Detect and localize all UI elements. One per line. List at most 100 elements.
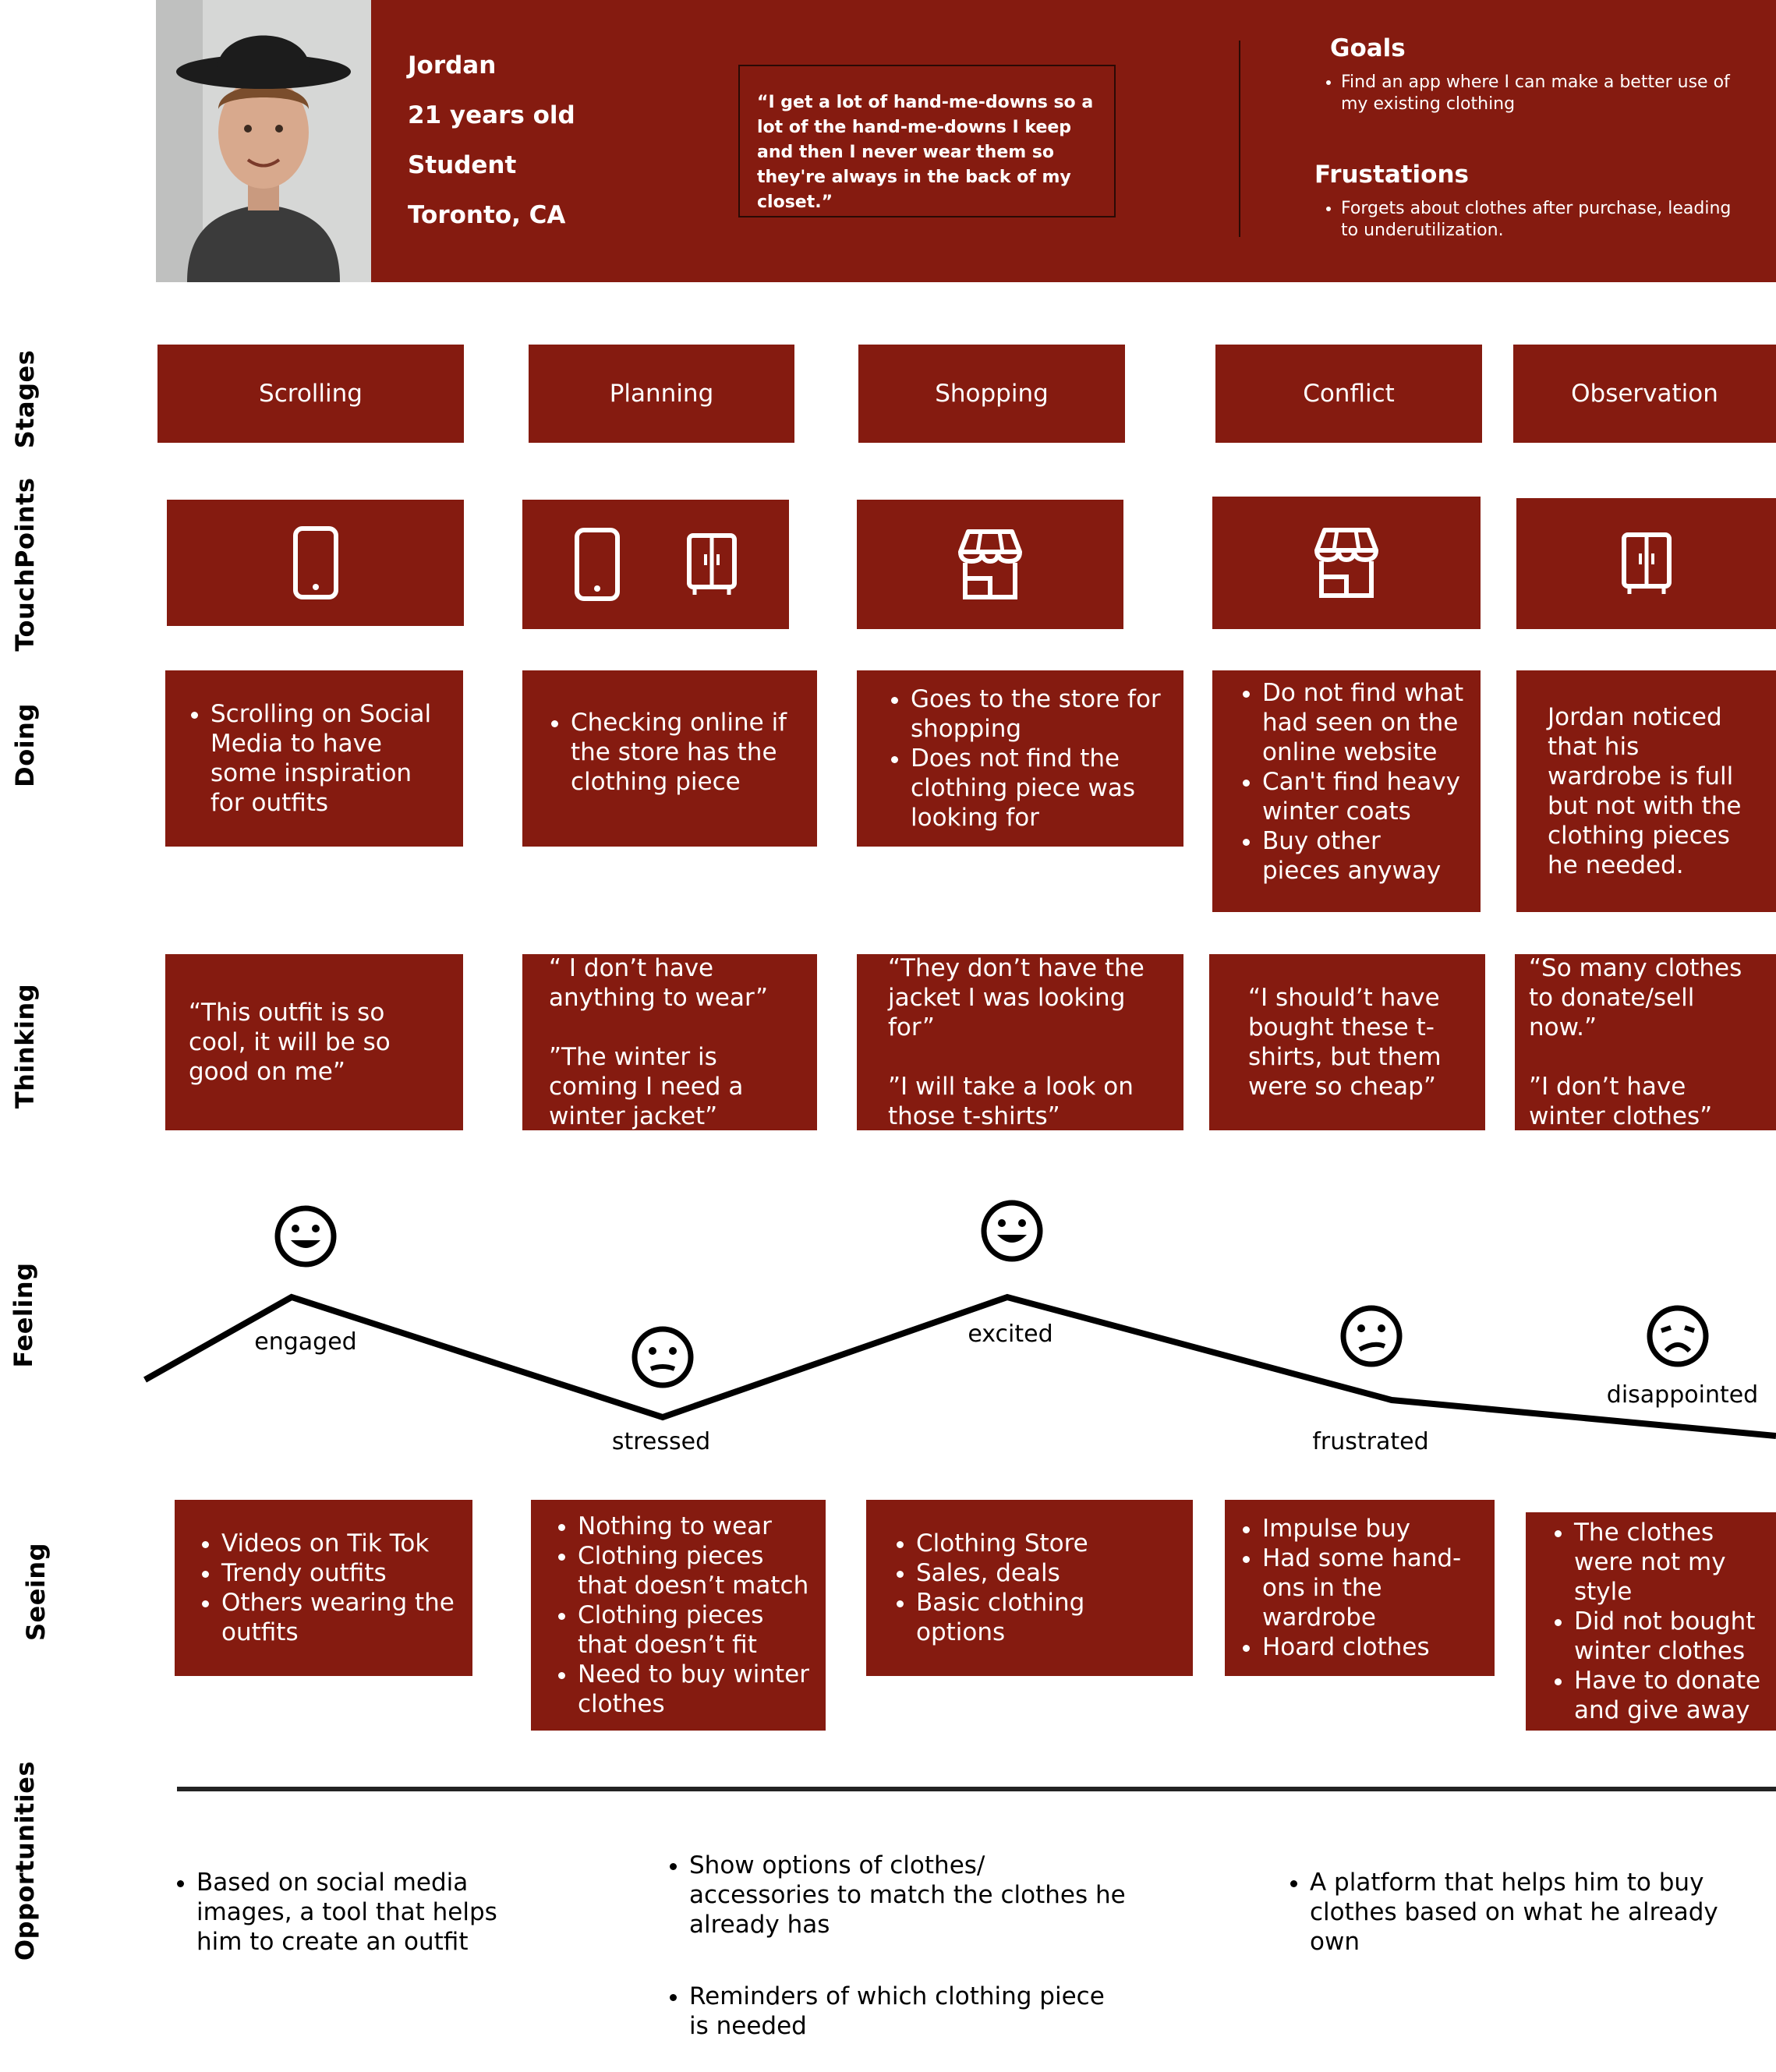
seeing-item: Videos on Tik Tok — [221, 1529, 457, 1558]
feeling-label-stressed: stressed — [611, 1428, 711, 1455]
seeing-observation: The clothes were not my style Did not bo… — [1526, 1512, 1776, 1731]
touchpoint-shopping — [857, 500, 1123, 629]
doing-planning: Checking online if the store has the clo… — [522, 670, 817, 847]
opportunity-col-2: Show options of clothes/ accessories to … — [663, 1851, 1130, 2072]
doing-shopping: Goes to the store for shopping Does not … — [857, 670, 1183, 847]
row-label-feeling: Feeling — [9, 1262, 38, 1368]
opportunity-list: A platform that helps him to buy clothes… — [1283, 1868, 1751, 1957]
touchpoint-observation — [1516, 498, 1776, 629]
doing-item: Checking online if the store has the clo… — [571, 708, 801, 797]
wardrobe-icon — [687, 533, 737, 595]
wardrobe-icon — [1621, 532, 1672, 594]
row-label-stages: Stages — [10, 349, 40, 449]
persona-divider — [1239, 41, 1240, 237]
doing-item: Can't find heavy winter coats — [1262, 767, 1465, 826]
emotion-line — [143, 1293, 1776, 1439]
happy-face-icon — [274, 1205, 337, 1268]
seeing-item: Hoard clothes — [1262, 1632, 1491, 1662]
doing-item: Do not find what had seen on the online … — [1262, 678, 1465, 767]
goals-title: Goals — [1330, 34, 1406, 62]
touchpoint-planning — [522, 500, 789, 629]
seeing-item: Have to donate and give away — [1574, 1666, 1773, 1725]
seeing-list: Nothing to wear Clothing pieces that doe… — [531, 1512, 810, 1719]
seeing-item: Need to buy winter clothes — [578, 1660, 810, 1719]
stage-conflict: Conflict — [1215, 345, 1482, 443]
persona-name: Jordan — [408, 51, 497, 80]
seeing-item: The clothes were not my style — [1574, 1518, 1773, 1607]
seeing-scrolling: Videos on Tik Tok Trendy outfits Others … — [175, 1500, 472, 1676]
opportunity-item: A platform that helps him to buy clothes… — [1310, 1868, 1751, 1957]
stage-label: Scrolling — [259, 380, 363, 408]
thinking-scrolling: “This outfit is so cool, it will be so g… — [165, 954, 463, 1130]
phone-icon — [575, 528, 620, 601]
row-label-doing: Doing — [10, 703, 40, 787]
frustration-item: Forgets about clothes after purchase, le… — [1341, 198, 1751, 242]
thinking-text: “They don’t have the jacket I was lookin… — [888, 954, 1144, 1130]
doing-item: Buy other pieces anyway — [1262, 826, 1465, 886]
seeing-item: Clothing pieces that doesn’t match — [578, 1541, 810, 1600]
doing-item: Does not find the clothing piece was loo… — [911, 744, 1168, 833]
seeing-list: Impulse buy Had some hand-ons in the war… — [1225, 1514, 1491, 1662]
seeing-conflict: Impulse buy Had some hand-ons in the war… — [1225, 1500, 1495, 1676]
seeing-shopping: Clothing Store Sales, deals Basic clothi… — [866, 1500, 1193, 1676]
persona-photo — [156, 0, 371, 282]
seeing-item: Clothing pieces that doesn’t fit — [578, 1600, 810, 1660]
persona-frustrations: Frustations Forgets about clothes after … — [1314, 161, 1751, 242]
seeing-list: Videos on Tik Tok Trendy outfits Others … — [175, 1529, 457, 1647]
row-label-opportunities: Opportunities — [10, 1760, 40, 1961]
thinking-text: “This outfit is so cool, it will be so g… — [189, 999, 391, 1086]
opportunity-col-3: A platform that helps him to buy clothes… — [1283, 1868, 1751, 1988]
seeing-item: Did not bought winter clothes — [1574, 1607, 1773, 1666]
store-icon — [958, 529, 1022, 599]
seeing-item: Nothing to wear — [578, 1512, 810, 1541]
stage-label: Conflict — [1303, 380, 1395, 408]
thinking-observation: “So many clothes to donate/sell now.” ”I… — [1515, 954, 1776, 1130]
doing-item: Goes to the store for shopping — [911, 684, 1168, 744]
doing-conflict: Do not find what had seen on the online … — [1212, 670, 1481, 912]
doing-list: Goes to the store for shopping Does not … — [857, 684, 1168, 833]
thinking-text: “I should’t have bought these t-shirts, … — [1248, 984, 1442, 1101]
goals-list: Find an app where I can make a better us… — [1330, 72, 1735, 115]
seeing-item: Sales, deals — [916, 1558, 1177, 1588]
seeing-item: Trendy outfits — [221, 1558, 457, 1588]
persona-occupation: Student — [408, 151, 517, 179]
feeling-label-excited: excited — [968, 1321, 1053, 1348]
seeing-item: Others wearing the outfits — [221, 1588, 457, 1647]
happy-face-icon — [981, 1200, 1043, 1262]
opportunity-item: Based on social media images, a tool tha… — [196, 1868, 536, 1957]
stage-label: Observation — [1571, 380, 1718, 408]
persona-quote: “I get a lot of hand-me-downs so a lot o… — [757, 93, 1094, 212]
stage-shopping: Shopping — [858, 345, 1125, 443]
sad-face-icon — [1340, 1305, 1403, 1367]
persona-quote-box: “I get a lot of hand-me-downs so a lot o… — [738, 65, 1116, 217]
doing-observation: Jordan noticed that his wardrobe is full… — [1516, 670, 1776, 912]
opportunity-col-1: Based on social media images, a tool tha… — [170, 1868, 536, 1988]
row-label-touchpoints: TouchPoints — [10, 477, 40, 652]
seeing-item: Clothing Store — [916, 1529, 1177, 1558]
row-label-seeing: Seeing — [21, 1542, 51, 1642]
doing-scrolling: Scrolling on Social Media to have some i… — [165, 670, 463, 847]
doing-item: Scrolling on Social Media to have some i… — [211, 699, 448, 818]
persona-avatar-image — [156, 0, 371, 282]
stage-label: Shopping — [935, 380, 1049, 408]
persona-location: Toronto, CA — [408, 201, 566, 229]
thinking-text: “ I don’t have anything to wear” ”The wi… — [549, 954, 769, 1130]
seeing-item: Impulse buy — [1262, 1514, 1491, 1543]
stage-label: Planning — [609, 380, 714, 408]
phone-icon — [292, 526, 338, 599]
persona-age: 21 years old — [408, 101, 575, 129]
neutral-face-icon — [632, 1326, 694, 1388]
opportunities-divider — [177, 1787, 1776, 1791]
thinking-text: “So many clothes to donate/sell now.” ”I… — [1529, 954, 1742, 1130]
doing-list: Checking online if the store has the clo… — [529, 708, 801, 797]
frustrations-list: Forgets about clothes after purchase, le… — [1314, 198, 1751, 242]
feeling-label-frustrated: frustrated — [1312, 1428, 1429, 1455]
thinking-planning: “ I don’t have anything to wear” ”The wi… — [522, 954, 817, 1130]
store-icon — [1314, 528, 1378, 598]
seeing-item: Basic clothing options — [916, 1588, 1177, 1647]
seeing-list: Clothing Store Sales, deals Basic clothi… — [866, 1529, 1177, 1647]
persona-goals: Goals Find an app where I can make a bet… — [1330, 34, 1735, 115]
frustrations-title: Frustations — [1314, 161, 1470, 189]
opportunity-list: Show options of clothes/ accessories to … — [663, 1851, 1130, 2041]
touchpoint-conflict — [1212, 497, 1481, 629]
